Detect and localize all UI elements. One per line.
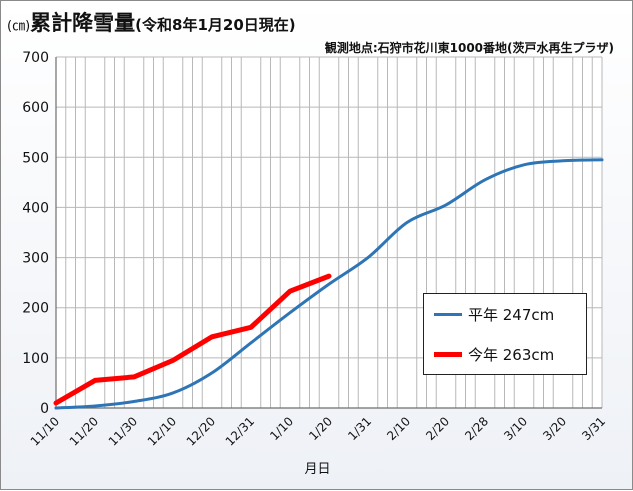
y-tick-label: 500 <box>22 150 49 166</box>
legend-item-this-year: 今年 263cm <box>434 344 554 364</box>
legend: 平年 247cm 今年 263cm <box>423 293 587 375</box>
x-tick-label: 2/20 <box>423 414 452 443</box>
x-tick-label: 2/28 <box>462 414 491 443</box>
x-tick-label: 3/20 <box>540 414 569 443</box>
x-tick-label: 12/31 <box>223 414 257 448</box>
unit-label: (㎝) <box>7 19 31 34</box>
y-tick-label: 300 <box>22 251 49 267</box>
x-tick-label: 3/31 <box>579 414 608 443</box>
legend-label-normal: 平年 247cm <box>468 305 555 324</box>
chart-title: (㎝)累計降雪量(令和8年1月20日現在) <box>7 7 296 37</box>
y-tick-label: 700 <box>22 50 49 66</box>
y-tick-label: 100 <box>22 351 49 367</box>
date-text: (令和8年1月20日現在) <box>135 16 296 34</box>
legend-swatch-this-year <box>434 351 462 357</box>
x-tick-label: 2/10 <box>384 414 413 443</box>
title-text: 累計降雪量 <box>30 11 136 35</box>
x-tick-label: 3/10 <box>501 414 530 443</box>
x-tick-label: 1/20 <box>306 414 335 443</box>
legend-item-normal: 平年 247cm <box>434 304 554 324</box>
series-line-this-year <box>53 273 332 406</box>
x-tick-label: 11/30 <box>106 414 140 448</box>
x-tick-label: 1/31 <box>345 414 374 443</box>
observation-location: 観測地点:石狩市花川東1000番地(茨戸水再生プラザ) <box>324 41 614 55</box>
y-tick-label: 200 <box>22 301 49 317</box>
x-axis-label: 月日 <box>304 462 331 477</box>
x-tick-label: 12/10 <box>145 414 179 448</box>
x-tick-label: 1/10 <box>267 414 296 443</box>
series-line-normal <box>54 158 604 410</box>
x-tick-label: 12/20 <box>184 414 218 448</box>
y-tick-label: 400 <box>22 200 49 216</box>
legend-swatch-normal <box>434 312 462 316</box>
x-tick-label: 11/10 <box>28 414 62 448</box>
y-tick-label: 0 <box>40 401 49 417</box>
y-tick-label: 600 <box>22 100 49 116</box>
x-tick-label: 11/20 <box>67 414 101 448</box>
legend-label-this-year: 今年 263cm <box>468 345 555 364</box>
